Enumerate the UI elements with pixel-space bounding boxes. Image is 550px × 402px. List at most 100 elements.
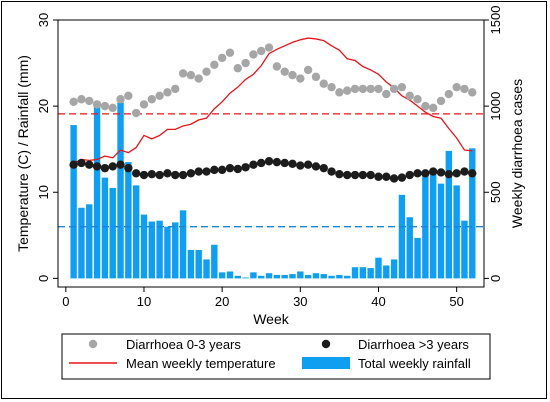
diarrhoea-over-3-point [131, 169, 141, 178]
diarrhoea-over-3-point [108, 162, 117, 171]
rainfall-bar [132, 185, 140, 279]
diarrhoea-over-3-point [296, 161, 305, 170]
diarrhoea-over-3-point [374, 172, 383, 181]
diarrhoea-0-3-point [202, 67, 211, 76]
y-left-tick-label: 0 [36, 275, 51, 282]
y-right-axis-ticks: 0 500 1000 1500 [484, 6, 503, 282]
rainfall-bar [406, 217, 413, 279]
rainfall-bar [117, 102, 124, 279]
rainfall-bar [297, 271, 304, 279]
rainfall-bar [312, 273, 320, 279]
diarrhoea-0-3-point [171, 84, 180, 94]
diarrhoea-0-3-point [374, 84, 383, 94]
diarrhoea-0-3-point [296, 74, 305, 83]
rainfall-bar [187, 249, 195, 279]
rainfall-bar [218, 272, 226, 279]
diarrhoea-over-3-point [413, 169, 422, 178]
rainfall-bar [273, 274, 281, 279]
rainfall-bar [344, 275, 351, 279]
diarrhoea-over-3-point [233, 164, 242, 174]
diarrhoea-0-3-point [311, 72, 321, 82]
diarrhoea-0-3-point [163, 88, 172, 97]
diarrhoea-0-3-point [358, 84, 368, 94]
rainfall-bar [250, 272, 257, 279]
diarrhoea-over-3-point [468, 169, 477, 178]
x-tick-label: 40 [371, 294, 385, 309]
rainfall-bar [109, 187, 116, 279]
diarrhoea-0-3-point [413, 95, 422, 104]
x-tick-label: 20 [215, 294, 229, 309]
rainfall-bar [164, 226, 171, 279]
reference-lines [58, 113, 484, 228]
rainfall-bar [258, 275, 265, 279]
rainfall-bar [234, 275, 241, 279]
diarrhoea-over-3-point [303, 160, 313, 169]
legend-label: Mean weekly temperature [126, 356, 276, 371]
x-tick-label: 30 [293, 294, 307, 309]
rainfall-bar [437, 183, 445, 279]
rainfall-bar [140, 214, 148, 279]
diarrhoea-over-3-points [69, 157, 477, 183]
rainfall-bar [125, 162, 132, 279]
legend: Diarrhoea 0-3 years Diarrhoea >3 years Mea… [69, 337, 471, 371]
diarrhoea-over-3-point [335, 169, 344, 179]
diarrhoea-over-3-point [139, 170, 149, 180]
diarrhoea-over-3-point [444, 169, 454, 179]
diarrhoea-over-3-point [178, 170, 188, 180]
diarrhoea-over-3-point [92, 162, 102, 171]
rainfall-bar [226, 271, 234, 279]
y-left-axis-label: Temperature (C) / Rainfall (mm) [15, 55, 31, 252]
diarrhoea-0-3-point [460, 84, 469, 94]
diarrhoea-0-3-point [85, 96, 94, 106]
rainfall-bar [179, 210, 187, 279]
rainfall-bar [148, 221, 156, 279]
rainfall-bar [453, 185, 460, 279]
diarrhoea-0-3-point [108, 103, 117, 113]
diarrhoea-0-3-point [131, 108, 141, 118]
rainfall-bar [328, 275, 335, 279]
diarrhoea-0-3-point [366, 84, 375, 94]
rainfall-bar [101, 177, 109, 279]
x-axis-label: Week [253, 311, 290, 327]
x-tick-label: 10 [137, 294, 151, 309]
rainfall-bar [383, 265, 390, 279]
diarrhoea-0-3-point [264, 43, 274, 52]
rainfall-bar [78, 207, 85, 279]
legend-swatch [302, 357, 350, 369]
diarrhoea-0-3-point [241, 58, 250, 68]
diarrhoea-0-3-point [288, 70, 297, 80]
y-left-tick-label: 20 [36, 99, 51, 113]
diarrhoea-0-3-point [280, 67, 289, 76]
diarrhoea-over-3-point [343, 170, 352, 180]
diarrhoea-over-3-point [389, 174, 399, 183]
rainfall-bar [195, 249, 202, 279]
rainfall-bar [156, 220, 163, 279]
rainfall-bar [429, 173, 437, 279]
diarrhoea-0-3-point [343, 86, 352, 95]
diarrhoea-0-3-point [92, 100, 102, 109]
diarrhoea-over-3-point [319, 163, 328, 173]
x-tick-label: 50 [449, 294, 463, 309]
rainfall-bar [86, 204, 93, 279]
diarrhoea-0-3-point [249, 50, 258, 59]
diarrhoea-0-3-point [272, 62, 282, 71]
rainfall-bar [351, 267, 359, 279]
diarrhoea-0-3-point [335, 88, 344, 97]
diarrhoea-over-3-point [366, 170, 375, 180]
diarrhoea-over-3-point [452, 169, 461, 178]
legend-label: Total weekly rainfall [358, 356, 471, 371]
diarrhoea-over-3-point [358, 170, 368, 180]
diarrhoea-0-3-point [233, 64, 242, 73]
rainfall-bar [172, 222, 179, 279]
rainfall-bar [359, 267, 367, 279]
diarrhoea-over-3-point [210, 165, 219, 175]
legend-marker [321, 339, 331, 349]
rainfall-bar [336, 274, 343, 279]
diarrhoea-0-3-point [421, 101, 430, 111]
diarrhoea-0-3-point [217, 53, 227, 63]
diarrhoea-over-3-point [116, 160, 125, 169]
rainfall-bar [281, 274, 288, 279]
diarrhoea-over-3-point [327, 167, 336, 176]
diarrhoea-0-3-point [147, 95, 156, 104]
diarrhoea-0-3-point [397, 82, 407, 92]
